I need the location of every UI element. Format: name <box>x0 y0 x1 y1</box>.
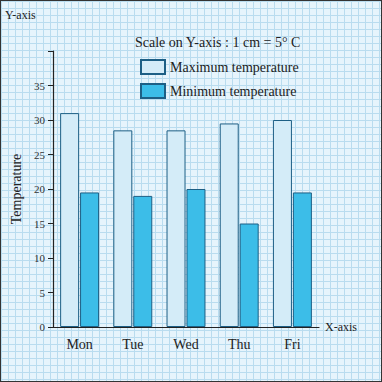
svg-text:0: 0 <box>40 321 46 333</box>
svg-text:5: 5 <box>40 287 46 299</box>
svg-text:35: 35 <box>34 80 46 92</box>
svg-text:20: 20 <box>34 183 46 195</box>
svg-text:Wed: Wed <box>173 337 198 352</box>
svg-text:25: 25 <box>34 149 46 161</box>
svg-text:Temperature: Temperature <box>9 154 24 225</box>
svg-text:Scale on Y-axis : 1 cm = 5° C: Scale on Y-axis : 1 cm = 5° C <box>135 35 300 50</box>
svg-text:30: 30 <box>34 114 46 126</box>
svg-text:Minimum temperature: Minimum temperature <box>170 84 296 99</box>
svg-text:Fri: Fri <box>284 337 300 352</box>
svg-text:10: 10 <box>34 252 46 264</box>
svg-text:15: 15 <box>34 218 46 230</box>
svg-text:Y-axis: Y-axis <box>5 8 36 22</box>
svg-text:Tue: Tue <box>122 337 143 352</box>
svg-text:Maximum temperature: Maximum temperature <box>170 60 299 75</box>
svg-text:Thu: Thu <box>228 337 251 352</box>
svg-text:X-axis: X-axis <box>325 320 357 334</box>
svg-text:Mon: Mon <box>66 337 92 352</box>
